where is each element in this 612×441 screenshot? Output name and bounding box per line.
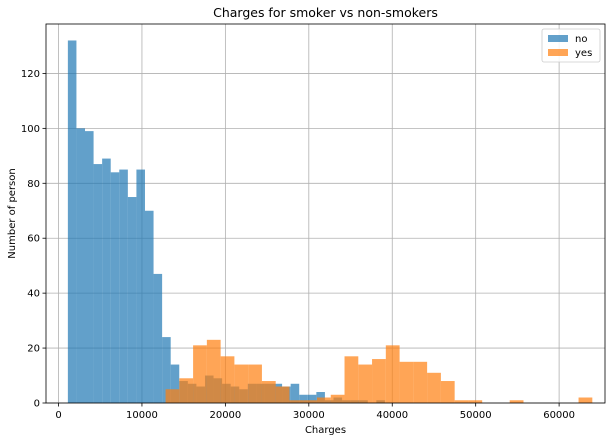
bar-yes — [289, 400, 304, 403]
bar-yes — [413, 361, 428, 403]
bar-yes — [344, 356, 359, 403]
x-tick-label: 0 — [55, 410, 61, 421]
bar-yes — [234, 364, 249, 403]
bar-yes — [220, 356, 235, 403]
legend: no yes — [541, 28, 601, 63]
bar-yes — [165, 389, 180, 403]
bar-yes — [316, 397, 331, 403]
bar-no — [136, 169, 145, 403]
bar-no — [93, 164, 103, 403]
chart-title: Charges for smoker vs non-smokers — [213, 5, 438, 20]
bar-no — [119, 169, 128, 403]
bar-yes — [261, 381, 276, 403]
bar-yes — [358, 364, 373, 403]
bar-no — [170, 364, 180, 403]
x-tick-label: 20000 — [209, 410, 241, 421]
y-tick-label: 120 — [21, 69, 40, 80]
x-tick-label: 30000 — [293, 410, 325, 421]
legend-swatch-no — [548, 35, 568, 42]
bar-no — [67, 40, 77, 403]
bar-yes — [248, 364, 262, 403]
bar-yes — [468, 400, 483, 403]
bar-no — [102, 158, 111, 403]
x-tick-label: 50000 — [460, 410, 492, 421]
bar-yes — [179, 378, 194, 403]
y-axis-label: Number of person — [7, 168, 18, 258]
bar-no — [299, 394, 308, 403]
bar-yes — [509, 400, 524, 403]
bar-no — [110, 172, 120, 403]
y-tick-label: 100 — [21, 124, 40, 135]
legend-swatch-yes — [548, 49, 568, 56]
bar-no — [162, 337, 171, 403]
legend-label-yes: yes — [575, 48, 592, 59]
bar-yes — [440, 381, 455, 403]
y-tick-label: 60 — [27, 234, 40, 245]
y-tick-label: 80 — [27, 179, 40, 190]
x-axis-label: Charges — [305, 425, 346, 436]
bar-no — [85, 131, 94, 403]
axis-ticks: 0 10000 20000 30000 40000 50000 60000 0 20 40 60 80… — [21, 69, 575, 421]
bar-no — [127, 197, 137, 403]
bar-yes — [206, 339, 221, 403]
bar-yes — [372, 359, 386, 403]
bar-no — [290, 383, 300, 403]
bar-yes — [330, 394, 345, 403]
x-tick-label: 40000 — [376, 410, 408, 421]
bar-yes — [454, 400, 469, 403]
bar-yes — [427, 372, 441, 403]
x-tick-label: 10000 — [126, 410, 158, 421]
bars — [67, 40, 593, 404]
bar-yes — [385, 345, 400, 403]
bar-no — [307, 394, 317, 403]
y-tick-label: 40 — [27, 289, 40, 300]
x-tick-label: 60000 — [543, 410, 575, 421]
y-tick-label: 0 — [34, 399, 40, 410]
plot-frame — [45, 23, 606, 404]
bar-yes — [275, 386, 290, 403]
bar-no — [144, 210, 154, 403]
legend-label-no: no — [575, 34, 587, 45]
bar-yes — [303, 400, 317, 403]
bar-yes — [578, 397, 593, 403]
bar-no — [153, 273, 163, 403]
bar-yes — [193, 345, 207, 403]
bar-no — [76, 128, 86, 404]
bar-yes — [399, 361, 414, 403]
y-tick-label: 20 — [27, 344, 40, 355]
